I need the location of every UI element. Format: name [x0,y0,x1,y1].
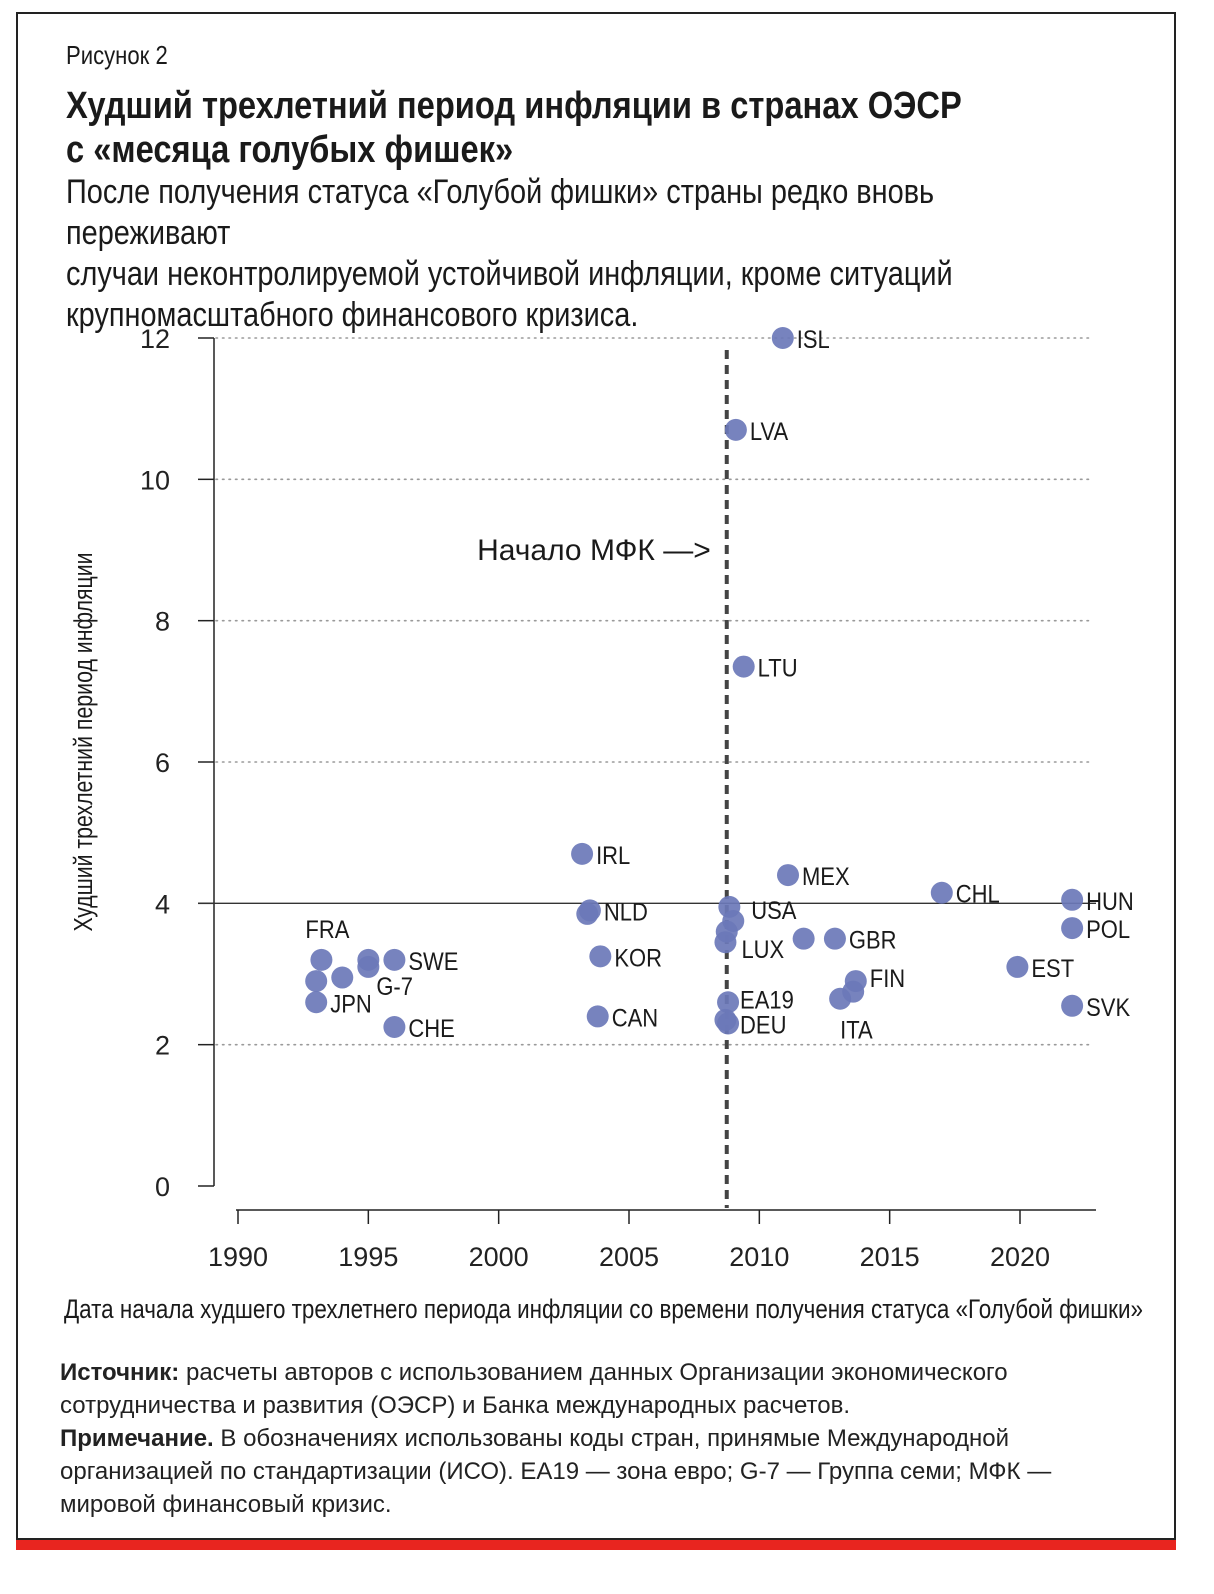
note-line-3: мировой финансовый кризис. [60,1491,392,1518]
point-label-ea19: EA19 [740,986,794,1014]
figure-frame [16,12,1176,1540]
chart-subtitle: После получения статуса «Голубой фишки» … [66,172,1086,336]
data-point-mex [777,864,800,887]
data-point-che [383,1016,406,1038]
data-point-g-7 [357,955,380,978]
point-label-can: CAN [612,1004,658,1032]
data-point-deu [717,1012,740,1035]
y-axis-title: Худший трехлетний период инфляции [69,552,99,931]
note-label: Примечание. [60,1425,214,1452]
y-tick-label: 6 [155,748,170,778]
point-label-gbr: GBR [849,926,897,954]
figure-label: Рисунок 2 [66,40,168,70]
data-point-lva [724,418,747,441]
point-label-chl: CHL [956,880,1000,908]
x-tick-label: 1995 [338,1242,398,1272]
data-point [792,927,815,950]
x-tick-label: 2005 [599,1242,659,1272]
notes-block: Источник: расчеты авторов с использовани… [60,1356,1160,1521]
y-tick-label: 0 [155,1172,170,1202]
title-line-2: с «месяца голубых фишек» [66,129,514,171]
data-point-pol [1061,917,1084,940]
source-label: Источник: [60,1359,180,1386]
data-point-jpn [305,991,328,1014]
point-label-fra: FRA [305,916,349,944]
data-point-hun [1061,888,1084,911]
data-point [331,966,354,989]
point-label-pol: POL [1086,916,1130,944]
note-line-2: организацией по стандартизации (ИСО). EA… [60,1458,1052,1485]
point-label-nld: NLD [604,898,648,926]
y-tick-label: 10 [140,465,170,495]
subtitle-line-1: После получения статуса «Голубой фишки» … [66,173,935,252]
gfc-annotation: Начало МФК —> [477,534,711,567]
point-label-svk: SVK [1086,994,1130,1022]
source-line-1: Источник: расчеты авторов с использовани… [60,1356,1160,1389]
subtitle-line-2: случаи неконтролируемой устойчивой инфля… [66,255,953,293]
note-text-1: В обозначениях использованы коды стран, … [220,1425,1010,1452]
y-tick-label: 2 [155,1031,170,1061]
x-tick-label: 2020 [990,1242,1050,1272]
point-label-est: EST [1031,955,1074,983]
data-point-fra [310,948,333,971]
x-tick-label: 2015 [860,1242,920,1272]
data-point-ltu [732,655,755,678]
data-point-ea19 [717,991,740,1014]
source-line-2: сотрудничества и развития (ОЭСР) и Банка… [60,1392,851,1419]
point-label-hun: HUN [1086,888,1134,916]
data-point-irl [571,842,594,865]
chart-title: Худший трехлетний период инфляции в стра… [66,84,1012,172]
subtitle-line-3: крупномасштабного финансового кризиса. [66,296,639,334]
data-point-isl [771,327,794,349]
data-point [305,970,328,993]
point-label-deu: DEU [740,1011,786,1039]
point-label-mex: MEX [802,863,850,891]
data-point-kor [589,945,612,968]
point-label-irl: IRL [596,842,630,870]
data-point-chl [930,881,953,904]
data-point-swe [383,948,406,971]
data-point-lux [714,931,737,954]
data-point-est [1006,955,1029,978]
point-label-swe: SWE [408,948,458,976]
point-label-usa: USA [751,897,796,925]
y-tick-label: 12 [140,324,170,354]
point-label-kor: KOR [614,944,662,972]
x-axis-title: Дата начала худшего трехлетнего периода … [64,1294,1143,1324]
note-line-1: Примечание. В обозначениях использованы … [60,1422,1160,1455]
point-label-g-7: G-7 [376,973,413,1001]
point-label-ita: ITA [840,1016,873,1044]
data-point-svk [1061,994,1084,1017]
data-point-gbr [823,927,846,950]
x-tick-label: 2000 [469,1242,529,1272]
data-point-can [586,1005,609,1028]
point-label-fin: FIN [870,965,905,993]
source-text-1: расчеты авторов с использованием данных … [185,1359,1008,1386]
footer-red-bar [16,1540,1176,1550]
point-label-lux: LUX [741,936,784,964]
data-point-ita [829,987,852,1010]
x-tick-label: 2010 [729,1242,789,1272]
x-tick-label: 1990 [208,1242,268,1272]
y-tick-label: 8 [155,607,170,637]
point-label-jpn: JPN [330,990,372,1018]
point-label-che: CHE [408,1015,454,1043]
point-label-ltu: LTU [758,654,798,682]
point-label-lva: LVA [750,418,789,446]
data-point [576,902,599,925]
y-tick-label: 4 [155,889,170,919]
title-line-1: Худший трехлетний период инфляции в стра… [66,85,962,127]
point-label-isl: ISL [797,326,830,354]
